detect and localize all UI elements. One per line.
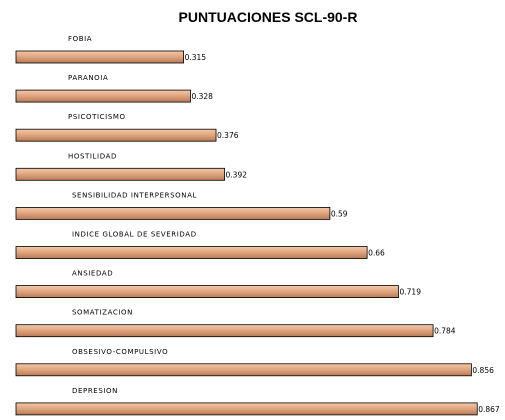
category-label: ANSIEDAD: [72, 270, 113, 278]
category-label: OBSESIVO-COMPULSIVO: [72, 348, 168, 356]
bar: [15, 285, 399, 299]
bar: [15, 324, 434, 338]
value-label: 0.867: [478, 405, 500, 414]
value-label: 0.59: [331, 209, 348, 218]
category-label: PARANOIA: [68, 74, 108, 82]
bar: [15, 402, 478, 416]
bar: [15, 89, 191, 103]
chart-title: PUNTUACIONES SCL-90-R: [179, 9, 358, 25]
bar: [15, 167, 225, 181]
bar: [15, 50, 184, 64]
value-label: 0.328: [191, 92, 213, 101]
value-label: 0.784: [434, 327, 456, 336]
value-label: 0.376: [217, 131, 239, 140]
bar: [15, 206, 331, 220]
category-label: SOMATIZACION: [72, 309, 133, 317]
category-label: PSICOTICISMO: [68, 113, 126, 121]
bars-group: FOBIA 0.315 PARANOIA 0.328 PSICOTICISMO 0.376…: [15, 35, 500, 416]
bar: [15, 363, 472, 377]
category-label: HOSTILIDAD: [68, 152, 117, 160]
value-label: 0.856: [472, 366, 494, 375]
category-label: SENSIBILIDAD INTERPERSONAL: [72, 191, 197, 199]
value-label: 0.392: [226, 170, 248, 179]
value-label: 0.719: [400, 288, 422, 297]
bar: [15, 128, 217, 142]
category-label: INDICE GLOBAL DE SEVERIDAD: [72, 231, 197, 239]
category-label: FOBIA: [68, 35, 92, 43]
category-label: DEPRESION: [72, 387, 118, 395]
value-label: 0.315: [185, 53, 207, 62]
value-label: 0.66: [368, 249, 385, 258]
bar: [15, 246, 368, 259]
